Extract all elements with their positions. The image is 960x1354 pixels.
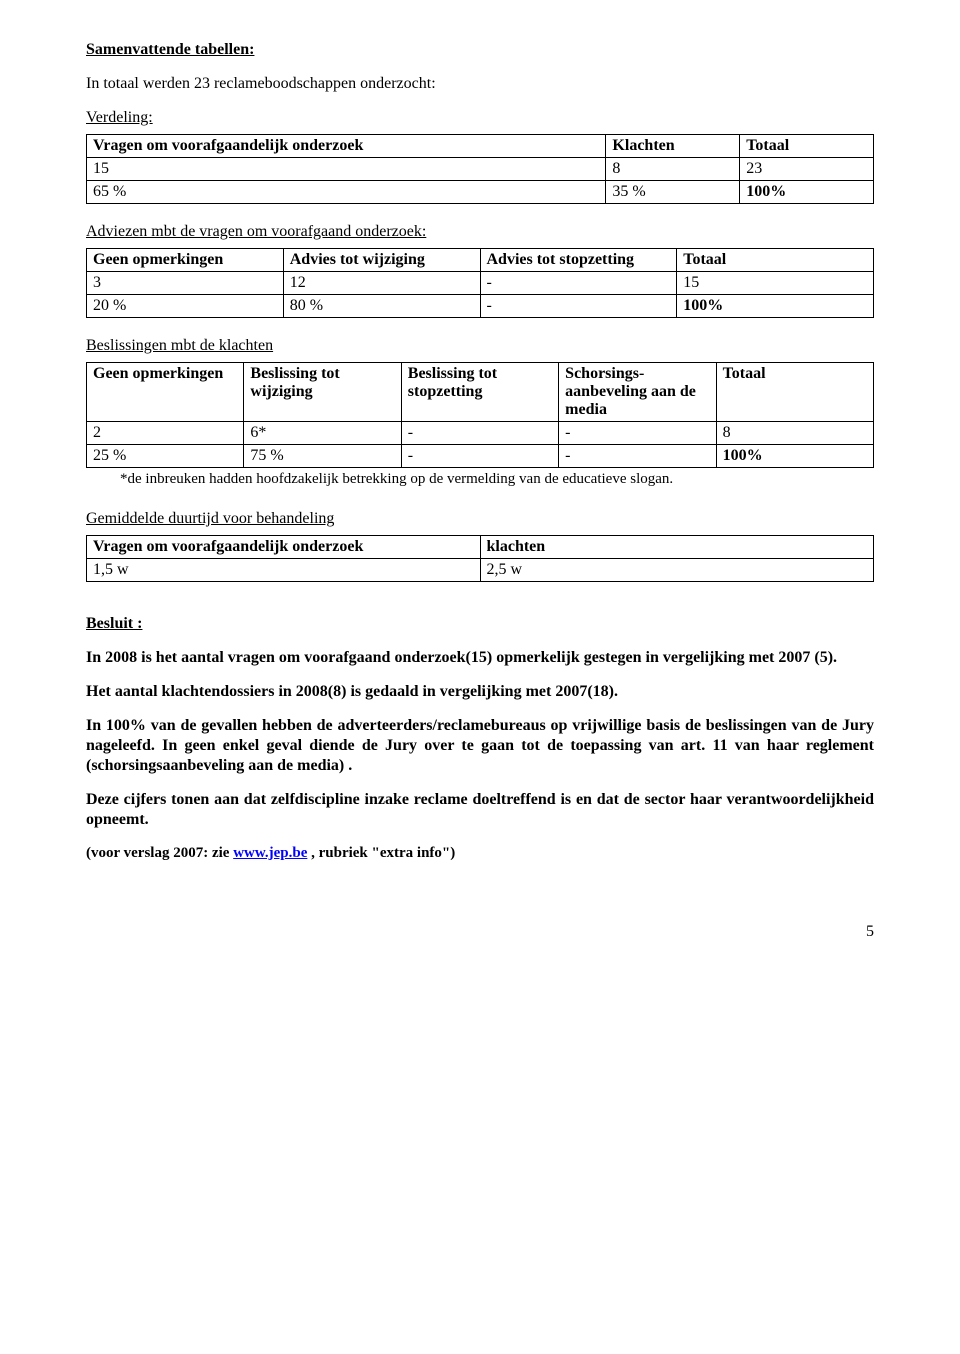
subheading-adviezen: Adviezen mbt de vragen om voorafgaand on…	[86, 222, 874, 242]
table-adviezen: Geen opmerkingen Advies tot wijziging Ad…	[86, 248, 874, 318]
table-cell: 100%	[716, 445, 873, 468]
table-cell: 8	[606, 158, 740, 181]
table-duurtijd: Vragen om voorafgaandelijk onderzoek kla…	[86, 535, 874, 582]
table-verdeling: Vragen om voorafgaandelijk onderzoek Kla…	[86, 134, 874, 204]
table-header: Beslissing tot stopzetting	[401, 363, 558, 422]
table-row: 15 8 23	[87, 158, 874, 181]
intro-text: In totaal werden 23 reclameboodschappen …	[86, 74, 874, 94]
table-cell: 3	[87, 272, 284, 295]
table-cell: 1,5 w	[87, 558, 481, 581]
table-cell: -	[480, 295, 677, 318]
table-cell: 2	[87, 422, 244, 445]
besluit-para-3: In 100% van de gevallen hebben de advert…	[86, 716, 874, 776]
heading-summary-tables: Samenvattende tabellen:	[86, 40, 874, 60]
table-cell: 15	[677, 272, 874, 295]
footer-prefix: (voor verslag 2007: zie	[86, 845, 233, 861]
table-row: 20 % 80 % - 100%	[87, 295, 874, 318]
subheading-duurtijd: Gemiddelde duurtijd voor behandeling	[86, 509, 874, 529]
table-cell: 2,5 w	[480, 558, 874, 581]
table-header: Vragen om voorafgaandelijk onderzoek	[87, 535, 481, 558]
table-cell: 75 %	[244, 445, 401, 468]
table-cell: 23	[740, 158, 874, 181]
link-jep[interactable]: www.jep.be	[233, 845, 307, 861]
table-header: Advies tot stopzetting	[480, 249, 677, 272]
table-header: Totaal	[716, 363, 873, 422]
table-cell: 35 %	[606, 181, 740, 204]
table-cell: -	[559, 445, 716, 468]
table-header: Klachten	[606, 135, 740, 158]
subheading-verdeling: Verdeling:	[86, 108, 874, 128]
table-cell: -	[480, 272, 677, 295]
table-header: klachten	[480, 535, 874, 558]
table-cell: 12	[283, 272, 480, 295]
table-row: 2 6* - - 8	[87, 422, 874, 445]
table-cell: 15	[87, 158, 606, 181]
footer-suffix: , rubriek "extra info")	[307, 845, 455, 861]
page-number: 5	[86, 923, 874, 941]
subheading-beslissingen: Beslissingen mbt de klachten	[86, 336, 874, 356]
table-cell: 6*	[244, 422, 401, 445]
table-header: Advies tot wijziging	[283, 249, 480, 272]
table-cell: -	[401, 445, 558, 468]
table-cell: 80 %	[283, 295, 480, 318]
table-row: 1,5 w 2,5 w	[87, 558, 874, 581]
table-header: Totaal	[740, 135, 874, 158]
table-cell: -	[401, 422, 558, 445]
table-header: Totaal	[677, 249, 874, 272]
table-header: Geen opmerkingen	[87, 249, 284, 272]
table-header: Vragen om voorafgaandelijk onderzoek	[87, 135, 606, 158]
table-header: Schorsings-aanbeveling aan de media	[559, 363, 716, 422]
table-row: 65 % 35 % 100%	[87, 181, 874, 204]
heading-besluit: Besluit :	[86, 614, 874, 634]
besluit-para-1: In 2008 is het aantal vragen om voorafga…	[86, 648, 874, 668]
table-row: 3 12 - 15	[87, 272, 874, 295]
footer-note: (voor verslag 2007: zie www.jep.be , rub…	[86, 844, 874, 863]
table-cell: 100%	[740, 181, 874, 204]
besluit-para-2: Het aantal klachtendossiers in 2008(8) i…	[86, 682, 874, 702]
table-cell: 65 %	[87, 181, 606, 204]
table-header: Geen opmerkingen	[87, 363, 244, 422]
table-cell: 100%	[677, 295, 874, 318]
table-cell: 8	[716, 422, 873, 445]
besluit-para-4: Deze cijfers tonen aan dat zelfdisciplin…	[86, 790, 874, 830]
table-row: 25 % 75 % - - 100%	[87, 445, 874, 468]
table-beslissingen: Geen opmerkingen Beslissing tot wijzigin…	[86, 362, 874, 468]
table-cell: 20 %	[87, 295, 284, 318]
footnote-inbreuken: *de inbreuken hadden hoofdzakelijk betre…	[120, 470, 874, 489]
table-cell: 25 %	[87, 445, 244, 468]
table-cell: -	[559, 422, 716, 445]
table-header: Beslissing tot wijziging	[244, 363, 401, 422]
